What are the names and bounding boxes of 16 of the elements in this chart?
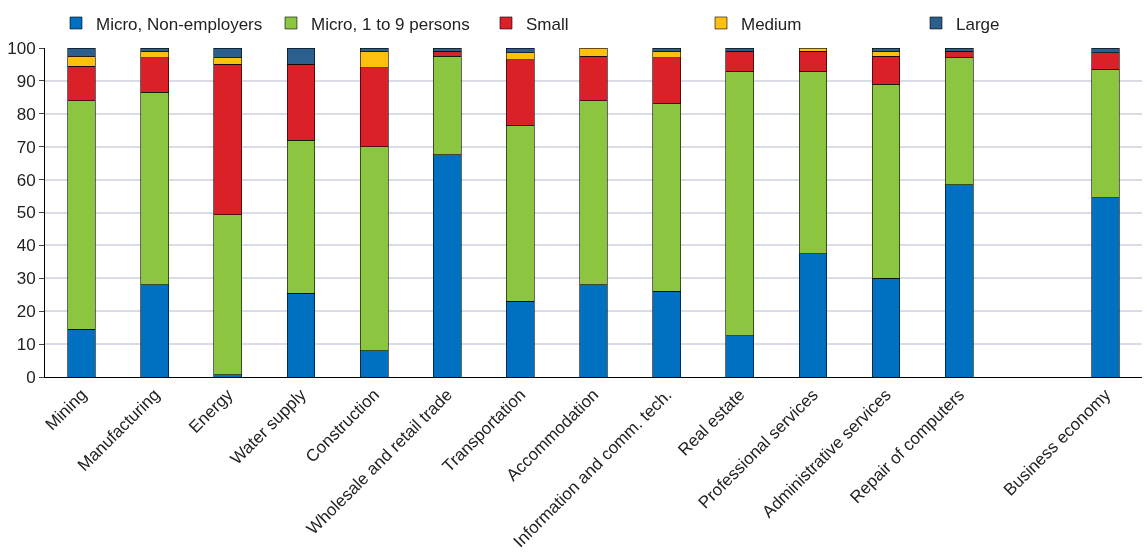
y-tick-label: 40 <box>16 236 36 256</box>
y-tick-label: 80 <box>16 104 36 124</box>
legend-label: Small <box>526 14 569 34</box>
y-tick-label: 20 <box>16 302 36 322</box>
legend-label: Micro, Non-employers <box>96 14 263 34</box>
y-tick-label: 70 <box>16 137 36 157</box>
y-tick-label: 90 <box>16 71 36 91</box>
y-tick-label: 0 <box>26 367 36 387</box>
y-tick-label: 60 <box>16 170 36 190</box>
y-tick-label: 100 <box>7 38 36 58</box>
legend-label: Large <box>956 14 1000 34</box>
y-tick-label: 10 <box>16 335 36 355</box>
y-tick-label: 30 <box>16 269 36 289</box>
y-tick-label: 50 <box>16 203 36 223</box>
legend-label: Medium <box>741 14 802 34</box>
legend-label: Micro, 1 to 9 persons <box>311 14 470 34</box>
